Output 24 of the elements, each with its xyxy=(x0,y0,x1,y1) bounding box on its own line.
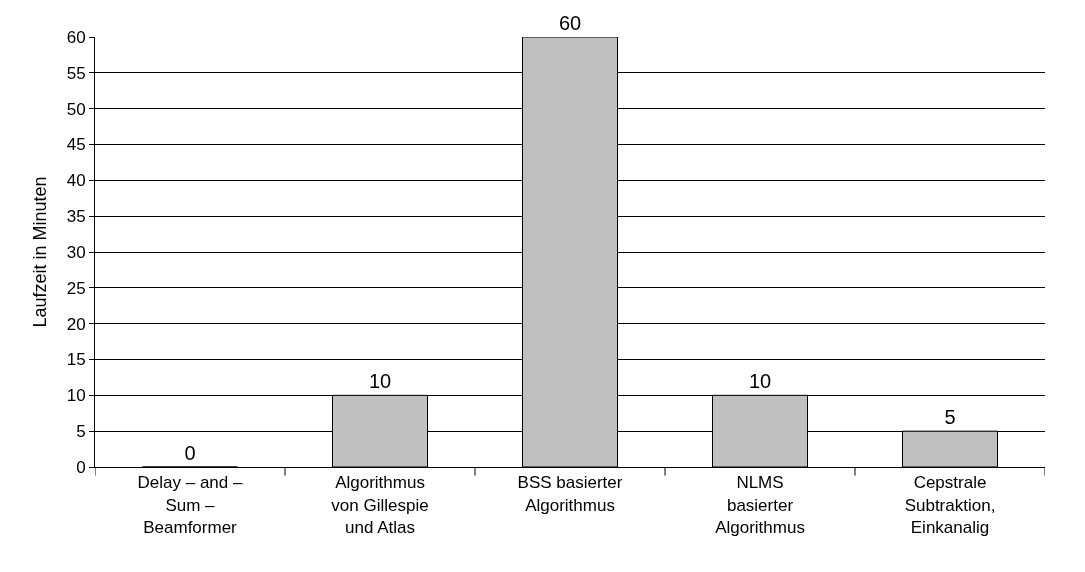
y-tick-label: 10 xyxy=(66,386,86,406)
x-tick-label: Cepstrale Subtraktion, Einkanalig xyxy=(904,473,996,537)
y-tick-label: 25 xyxy=(66,278,86,298)
y-tick-label: 50 xyxy=(66,99,86,119)
y-tick-label: 45 xyxy=(66,135,86,155)
y-tick-label: 55 xyxy=(66,63,86,83)
x-tick-label: BSS basierter Algorithmus xyxy=(517,473,623,515)
x-tick-label: Algorithmus von Gillespie und Atlas xyxy=(331,473,429,537)
y-tick-label: 40 xyxy=(66,171,86,191)
data-label: 10 xyxy=(748,370,772,393)
data-label: 5 xyxy=(944,406,956,429)
y-tick-label: 20 xyxy=(66,314,86,334)
x-tick-label: Delay – and – Sum – Beamformer xyxy=(137,473,243,537)
y-tick-label: 15 xyxy=(66,350,86,370)
y-tick-label: 35 xyxy=(66,207,86,227)
data-label: 0 xyxy=(184,442,196,464)
y-axis-title: Laufzeit in Minuten xyxy=(29,176,50,328)
y-tick-label: 30 xyxy=(66,242,86,262)
data-label: 10 xyxy=(368,370,392,393)
x-tick-label: NLMS basierter Algorithmus xyxy=(715,473,805,537)
y-tick-label: 5 xyxy=(76,422,86,442)
y-tick-label: 0 xyxy=(76,457,86,477)
y-tick-label: 60 xyxy=(66,27,86,47)
data-label: 60 xyxy=(558,12,582,34)
